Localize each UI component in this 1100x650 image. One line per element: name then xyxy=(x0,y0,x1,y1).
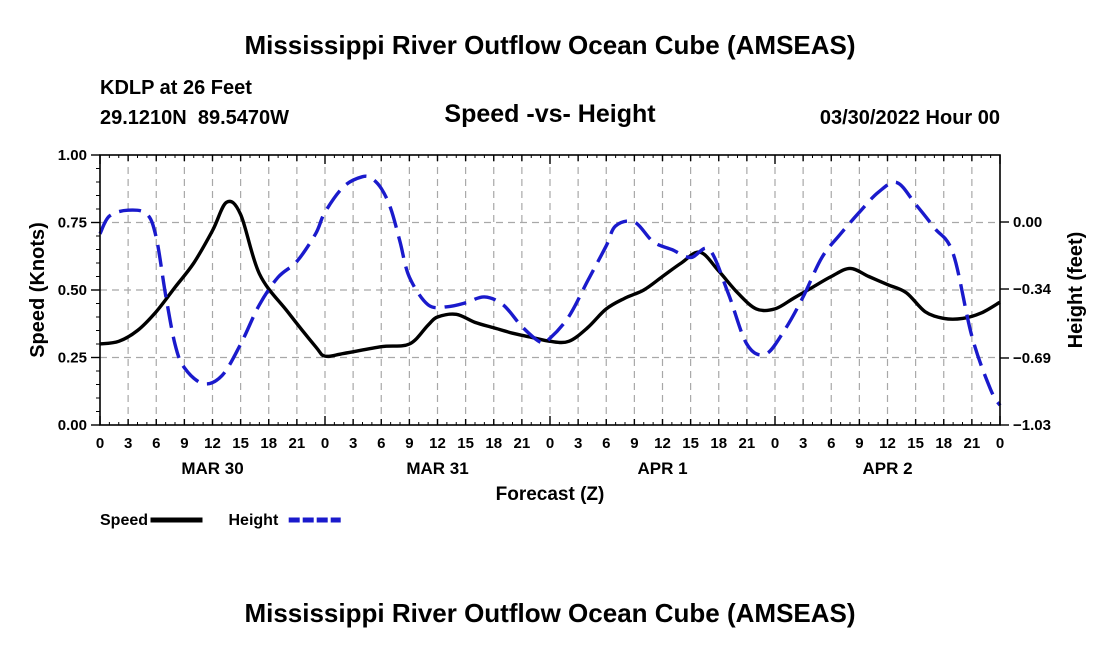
y2-tick-label: −1.03 xyxy=(1013,417,1051,434)
y-tick-label: 1.00 xyxy=(58,147,87,164)
x-tick-label: 3 xyxy=(124,435,132,452)
x-tick-label: 15 xyxy=(232,435,249,452)
y-tick-label: 0.25 xyxy=(58,350,87,367)
x-tick-label: 12 xyxy=(204,435,221,452)
y-axis-title: Speed (Knots) xyxy=(27,222,49,358)
speed-legend-label: Speed xyxy=(100,512,148,529)
x-tick-label: 6 xyxy=(377,435,385,452)
x-tick-label: 21 xyxy=(964,435,981,452)
chart-labels: 0 3 6 9 12 15 18 21 0 3 6 9 12 15 18 21 0 3 6 9 12 15 18 21 0 3 6 9… xyxy=(27,147,1087,505)
date-label: MAR 31 xyxy=(406,459,468,478)
x-tick-label: 12 xyxy=(654,435,671,452)
x-tick-label: 12 xyxy=(429,435,446,452)
x-tick-label: 18 xyxy=(485,435,502,452)
chart-ticks xyxy=(91,154,1009,426)
x-tick-label: 3 xyxy=(574,435,582,452)
date-label: APR 1 xyxy=(637,459,687,478)
chart-grid xyxy=(100,155,1000,425)
date-label: MAR 30 xyxy=(181,459,243,478)
x-tick-label: 15 xyxy=(457,435,474,452)
y-tick-label: 0.50 xyxy=(58,282,87,299)
x-tick-label: 9 xyxy=(855,435,863,452)
x-tick-label: 6 xyxy=(602,435,610,452)
x-tick-label: 18 xyxy=(710,435,727,452)
x-tick-label: 3 xyxy=(799,435,807,452)
series-layer xyxy=(98,174,1002,407)
y2-axis-title: Height (feet) xyxy=(1065,232,1087,349)
x-tick-label: 12 xyxy=(879,435,896,452)
x-tick-label: 18 xyxy=(935,435,952,452)
y2-tick-label: −0.34 xyxy=(1013,281,1052,298)
y2-tick-label: 0.00 xyxy=(1013,214,1042,231)
x-tick-label: 0 xyxy=(96,435,104,452)
chart-legend: Speed Height xyxy=(100,512,341,529)
x-tick-label: 15 xyxy=(682,435,699,452)
station-label: KDLP at 26 Feet xyxy=(100,77,252,99)
x-tick-label: 21 xyxy=(739,435,756,452)
x-tick-label: 6 xyxy=(152,435,160,452)
y2-tick-label: −0.69 xyxy=(1013,350,1051,367)
y-tick-label: 0.00 xyxy=(58,417,87,434)
x-tick-label: 15 xyxy=(907,435,924,452)
footer-title: Mississippi River Outflow Ocean Cube (AM… xyxy=(244,598,856,628)
height-series-line xyxy=(98,174,1002,407)
x-tick-label: 6 xyxy=(827,435,835,452)
x-axis-title: Forecast (Z) xyxy=(496,484,605,505)
x-tick-label: 9 xyxy=(405,435,413,452)
x-tick-label: 21 xyxy=(289,435,306,452)
height-legend-label: Height xyxy=(229,512,279,529)
main-title: Mississippi River Outflow Ocean Cube (AM… xyxy=(244,30,856,60)
x-tick-label: 9 xyxy=(180,435,188,452)
speed-series-line xyxy=(99,199,1001,359)
x-tick-label: 0 xyxy=(771,435,779,452)
x-tick-label: 9 xyxy=(630,435,638,452)
y-tick-label: 0.75 xyxy=(58,215,87,232)
x-tick-label: 3 xyxy=(349,435,357,452)
x-tick-label: 21 xyxy=(514,435,531,452)
date-label: APR 2 xyxy=(862,459,912,478)
x-tick-label: 18 xyxy=(260,435,277,452)
x-tick-label: 0 xyxy=(996,435,1004,452)
x-tick-label: 0 xyxy=(321,435,329,452)
forecast-datetime: 03/30/2022 Hour 00 xyxy=(819,107,1000,129)
x-tick-label: 0 xyxy=(546,435,554,452)
chart-subtitle: Speed -vs- Height xyxy=(444,100,656,128)
coordinates-label: 29.1210N 89.5470W xyxy=(100,107,290,129)
